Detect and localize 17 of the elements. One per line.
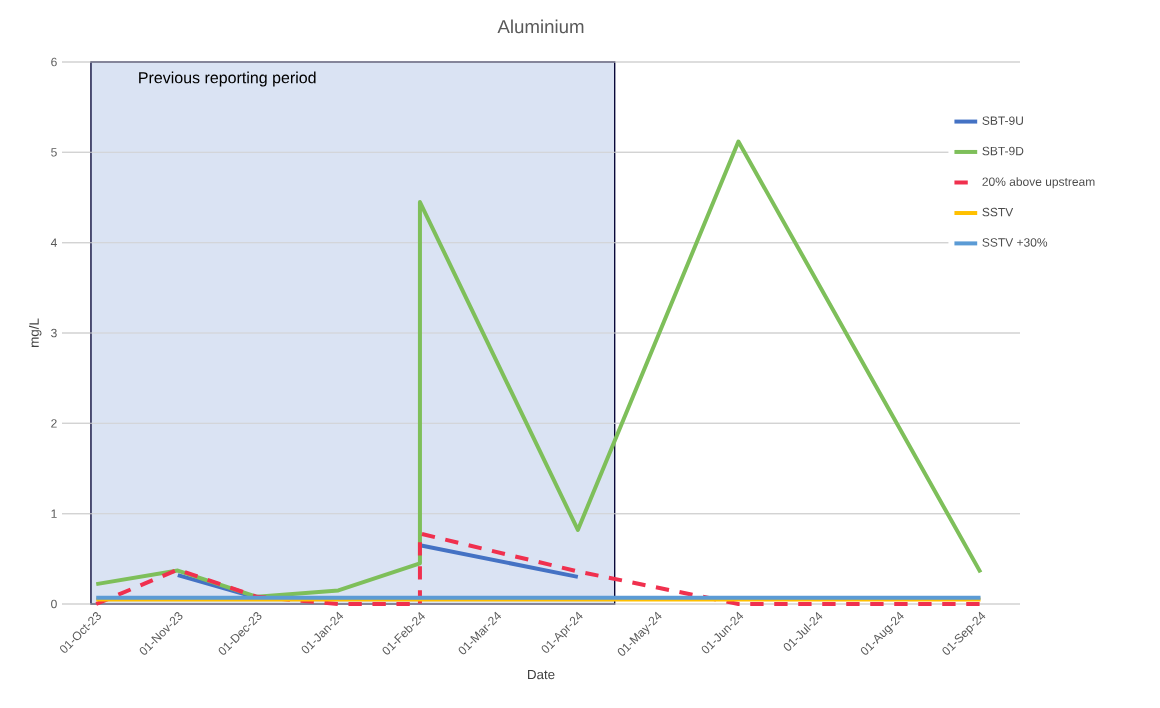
- y-axis-title: mg/L: [29, 318, 42, 347]
- x-axis-title: Date: [528, 669, 555, 680]
- legend-label: SBT-9D: [982, 146, 1024, 156]
- y-tick-label: 0: [51, 599, 57, 609]
- band-label: Previous reporting period: [139, 71, 316, 87]
- chart-title: Aluminium: [497, 19, 584, 34]
- legend-label: SBT-9U: [982, 116, 1023, 125]
- y-tick-label: 2: [51, 419, 57, 428]
- y-tick-label: 1: [51, 509, 57, 518]
- y-tick-label: 4: [50, 238, 57, 247]
- line-series: [94, 139, 983, 599]
- legend-label: 20% above upstream: [982, 177, 1095, 189]
- y-tick-label: 3: [51, 328, 57, 338]
- legend-label: SSTV: [982, 207, 1014, 217]
- y-tick-label: 5: [51, 148, 57, 157]
- y-tick-label: 6: [51, 57, 57, 67]
- legend-label: SSTV +30%: [982, 238, 1048, 247]
